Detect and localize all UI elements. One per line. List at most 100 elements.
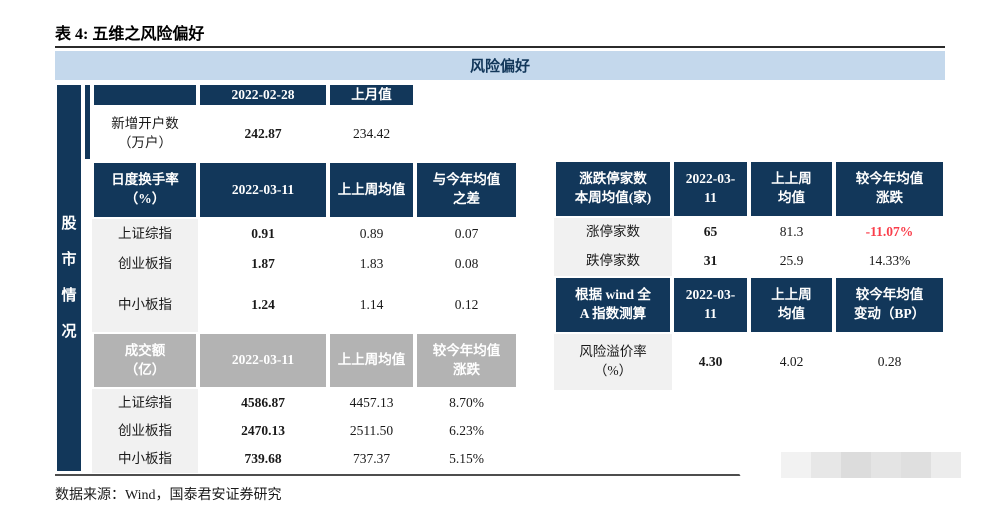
value-cell: 1.83 [359,255,384,271]
label-line: 与今年均值 [432,172,501,188]
col-header-diff: 与今年均值 之差 [415,161,518,219]
value-cell: 737.37 [352,450,391,466]
section-header-premium: 根据 wind 全 A 指数测算 [554,276,672,334]
title-rule [55,46,945,48]
section-header-limits: 涨跌停家数 本周均值(家) [554,160,672,218]
blur-block [811,452,841,478]
col-header-date: 2022-03- 11 [672,276,749,334]
label-line: 日度换手率 [111,172,179,188]
section-header-turnover: 日度换手率 （%） [92,161,198,219]
side-strip: 股市情况 [55,83,83,473]
label-line: （%） [593,363,633,378]
row-label: 跌停家数 [554,247,672,276]
col-header-prev-month: 上月值 [328,83,415,107]
table-bottom-rule [55,474,945,476]
side-strip-label: 股市情况 [61,216,77,340]
label-line: 涨跌 [453,361,480,377]
value-cell: 1.87 [251,255,275,271]
label-line: 11 [704,306,717,321]
col-header-avg: 上上周均值 [328,332,415,389]
label-line: 较今年均值 [855,287,924,303]
value-cell: 0.07 [454,225,479,241]
table-title: 表 4: 五维之风险偏好 [55,26,205,43]
row-label: 上证综指 [92,389,198,417]
stock-market-table: 股市情况 2022-02-28 上月值 新增开户数 （万户） 242.87 23… [55,83,518,473]
value-cell: 31 [703,253,718,269]
label-line: 涨跌停家数 [579,171,647,187]
value-cell: 0.89 [359,225,384,241]
label-line: A 指数测算 [579,306,647,321]
label-line: 上上周 [771,287,812,303]
label-line: 涨跌 [876,190,903,205]
row-label: 中小板指 [92,445,198,473]
col-header-avg: 上上周 均值 [749,276,834,334]
label-line: 2022-03- [685,171,736,187]
value-cell: 0.12 [454,297,479,313]
row-label: 创业板指 [92,417,198,445]
label-line: 11 [704,190,717,205]
value-cell: 234.42 [352,125,391,141]
col-header-chg: 较今年均值 变动（BP） [834,276,945,334]
value-cell: 4.30 [698,353,723,369]
corner-cell [92,83,198,107]
row-label: 创业板指 [92,249,198,279]
label-line: （亿） [124,361,166,377]
row-label-risk-premium: 风险溢价率 （%） [554,334,672,390]
col-header-chg: 较今年均值 涨跌 [415,332,518,389]
label-line: 风险溢价率 [579,344,647,360]
label-line: 2022-03- [685,287,736,303]
value-cell: 739.68 [244,450,282,466]
value-cell: 2511.50 [349,422,394,438]
blur-block [781,452,811,478]
col-header-avg: 上上周 均值 [749,160,834,218]
value-cell: 25.9 [779,253,804,269]
value-cell: 5.15% [449,450,484,466]
value-cell: 4586.87 [241,394,285,410]
value-cell: 8.70% [449,394,484,410]
corner-filler [83,83,92,161]
blur-block [871,452,901,478]
value-cell: 0.28 [877,353,902,369]
label-line: 变动（BP） [853,306,926,321]
col-header-date: 2022-02-28 [198,83,328,107]
section-header-volume: 成交额 （亿） [92,332,198,389]
value-cell: 0.91 [251,225,275,241]
label-line: 较今年均值 [855,171,924,187]
row-label-new-accounts: 新增开户数 （万户） [92,107,198,161]
value-cell: 81.3 [779,224,804,240]
label-line: 均值 [778,190,805,205]
label-line: 根据 wind 全 [575,287,651,303]
blur-block [931,452,961,478]
label-line: 均值 [778,306,805,321]
value-cell: 65 [703,224,718,240]
blur-block [841,452,871,478]
col-header-date: 2022-03-11 [198,332,328,389]
label-line: 成交额 [124,342,166,358]
value-cell: 1.24 [251,297,275,313]
data-source-note: 数据来源：Wind，国泰君安证券研究 [55,488,282,503]
row-label: 涨停家数 [554,218,672,247]
col-header-date: 2022-03- 11 [672,160,749,218]
value-cell: 4.02 [779,353,804,369]
label-line: 新增开户数 [111,116,179,132]
label-line: 上上周 [771,171,812,187]
label-line: 本周均值(家) [574,190,652,205]
value-cell: 4457.13 [349,394,394,410]
value-cell: 2470.13 [241,422,285,438]
label-line: 较今年均值 [432,342,501,358]
blurred-watermark [737,446,963,484]
risk-appetite-banner: 风险偏好 [55,51,945,80]
col-header-chg: 较今年均值 涨跌 [834,160,945,218]
label-line: 之差 [453,191,480,206]
value-cell: 1.14 [359,297,384,313]
row-label: 上证综指 [92,219,198,249]
value-cell-negative: -11.07% [865,224,914,240]
col-header-date: 2022-03-11 [198,161,328,219]
limit-updown-table: 涨跌停家数 本周均值(家) 2022-03- 11 上上周 均值 较今年均值 涨… [554,160,945,390]
value-cell: 14.33% [868,253,911,269]
col-header-avg: 上上周均值 [328,161,415,219]
label-line: （%） [124,191,166,206]
blur-block [901,452,931,478]
label-line: （万户） [118,135,172,150]
value-cell: 242.87 [244,125,282,141]
